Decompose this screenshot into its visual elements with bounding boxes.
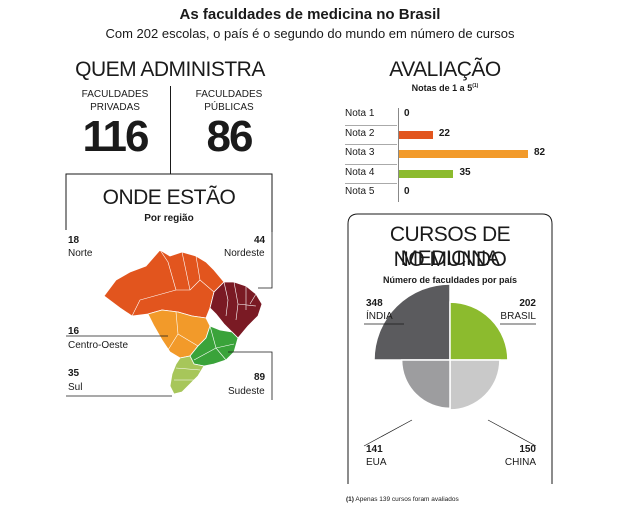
bar-label: Nota 3 bbox=[345, 147, 375, 158]
region-value-centro-oeste: 16 bbox=[68, 326, 80, 337]
map-region-nordeste bbox=[209, 281, 263, 339]
bar-value-label: 35 bbox=[459, 166, 471, 178]
page-subtitle: Com 202 escolas, o país é o segundo do m… bbox=[105, 26, 515, 41]
pie-leader-line bbox=[487, 419, 537, 447]
private-label: FACULDADES PRIVADAS bbox=[60, 88, 170, 114]
regions-subheading: Por região bbox=[144, 213, 194, 224]
admin-divider bbox=[170, 86, 171, 174]
pie-leader-line bbox=[363, 419, 413, 447]
map-region-sul bbox=[169, 355, 205, 395]
public-label: FACULDADES PÚBLICAS bbox=[174, 88, 284, 114]
public-value: 86 bbox=[206, 112, 254, 161]
regions-heading: ONDE ESTÃO bbox=[102, 186, 236, 209]
world-heading-1: CURSOS DE MEDICINA bbox=[389, 223, 511, 270]
pie-slice bbox=[449, 359, 501, 411]
bar bbox=[398, 130, 433, 139]
footnote-marker: (1) bbox=[346, 496, 354, 503]
footnote: (1) Apenas 139 cursos foram avaliados bbox=[346, 496, 459, 503]
bar-row-divider bbox=[345, 163, 397, 165]
pie-value-label: 141 bbox=[366, 444, 383, 455]
bar-value-label: 22 bbox=[438, 127, 450, 139]
bar-label: Nota 2 bbox=[345, 127, 375, 139]
bar-value-label: 0 bbox=[404, 108, 410, 119]
evaluation-footnote-marker: (1) bbox=[472, 83, 479, 89]
world-heading-2: NO MUNDO bbox=[393, 248, 507, 271]
world-subheading: Número de faculdades por país bbox=[382, 275, 518, 285]
bar-row-divider bbox=[345, 124, 397, 126]
bar-axis bbox=[398, 108, 399, 202]
evaluation-subheading: Notas de 1 a 5(1) bbox=[340, 83, 550, 93]
pie-slice bbox=[400, 359, 451, 410]
pie-name-label: CHINA bbox=[505, 457, 536, 468]
bar-row-divider bbox=[345, 144, 397, 145]
pie-value-label: 202 bbox=[519, 298, 536, 309]
admin-heading: QUEM ADMINISTRA bbox=[75, 58, 265, 81]
region-name-sul: Sul bbox=[68, 382, 83, 393]
region-value-sul: 35 bbox=[68, 368, 80, 379]
bar-label: Nota 5 bbox=[345, 186, 375, 197]
bar-label: Nota 4 bbox=[345, 166, 375, 178]
pie-slice bbox=[449, 301, 509, 361]
bar bbox=[398, 150, 528, 158]
region-value-norte: 18 bbox=[68, 235, 80, 246]
evaluation-heading: AVALIAÇÃO bbox=[389, 58, 501, 81]
public-label-line-1: FACULDADES bbox=[195, 89, 263, 100]
region-name-nordeste: Nordeste bbox=[224, 248, 265, 259]
pie-value-label: 150 bbox=[519, 444, 536, 455]
region-value-sudeste: 89 bbox=[254, 372, 266, 383]
private-value: 116 bbox=[82, 112, 150, 161]
region-name-centro-oeste: Centro-Oeste bbox=[68, 340, 129, 351]
bar-label: Nota 1 bbox=[345, 108, 375, 119]
private-label-line-2: PRIVADAS bbox=[90, 102, 140, 113]
public-label-line-2: PÚBLICAS bbox=[204, 102, 254, 113]
bar bbox=[398, 169, 454, 178]
pie-name-label: ÍNDIA bbox=[366, 309, 393, 322]
evaluation-subheading-text: Notas de 1 a 5 bbox=[411, 83, 473, 93]
bar-value-label: 0 bbox=[404, 186, 410, 197]
pie-name-label: EUA bbox=[366, 457, 387, 468]
private-label-line-1: FACULDADES bbox=[81, 89, 149, 100]
pie-slice bbox=[373, 283, 451, 361]
region-value-nordeste: 44 bbox=[254, 235, 266, 246]
bar-value-label: 82 bbox=[534, 147, 546, 158]
footnote-text: Apenas 139 cursos foram avaliados bbox=[355, 496, 459, 503]
page-title: As faculdades de medicina no Brasil bbox=[179, 6, 441, 23]
region-name-sudeste: Sudeste bbox=[228, 386, 265, 397]
pie-value-label: 348 bbox=[366, 298, 383, 309]
region-name-norte: Norte bbox=[68, 248, 93, 259]
pie-name-label: BRASIL bbox=[500, 311, 536, 322]
bar-row-divider bbox=[345, 183, 397, 184]
